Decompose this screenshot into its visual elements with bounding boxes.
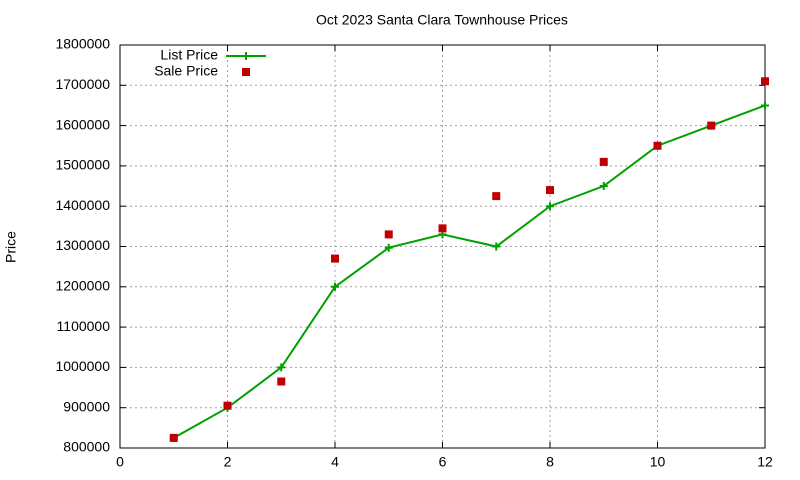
- point: [761, 77, 769, 86]
- chart-title: Oct 2023 Santa Clara Townhouse Prices: [316, 12, 568, 28]
- point: [546, 202, 554, 211]
- y-tick-label: 1400000: [55, 197, 110, 213]
- point: [707, 121, 716, 130]
- x-tick-label: 8: [546, 454, 554, 470]
- plot-border: [119, 44, 766, 449]
- x-tick-label: 10: [650, 454, 666, 470]
- y-tick-label: 1000000: [55, 358, 110, 374]
- point: [169, 433, 178, 442]
- legend-marker: [242, 52, 250, 60]
- y-axis-label: Price: [3, 231, 19, 263]
- point: [653, 141, 662, 150]
- y-tick-label: 800000: [63, 439, 110, 455]
- point: [277, 377, 286, 386]
- y-tick-label: 1200000: [55, 278, 110, 294]
- y-tick-label: 1300000: [55, 237, 110, 253]
- x-tick-label: 6: [439, 454, 447, 470]
- point: [492, 192, 501, 201]
- legend-label: Sale Price: [154, 63, 218, 79]
- y-tick-label: 1700000: [55, 76, 110, 92]
- point: [761, 101, 769, 110]
- legend-marker: [242, 68, 250, 76]
- y-tick-label: 1800000: [55, 36, 110, 52]
- point: [599, 157, 608, 166]
- point: [438, 224, 447, 233]
- point: [223, 401, 232, 410]
- y-tick-label: 1600000: [55, 116, 110, 132]
- y-tick-label: 1500000: [55, 157, 110, 173]
- point: [384, 230, 393, 239]
- point: [277, 363, 286, 372]
- point: [546, 186, 554, 195]
- point: [331, 254, 339, 263]
- x-tick-label: 4: [331, 454, 339, 470]
- y-tick-label: 1100000: [57, 318, 111, 334]
- series-line: [173, 104, 766, 439]
- point: [599, 182, 608, 191]
- point: [384, 243, 393, 252]
- x-tick-label: 2: [224, 454, 232, 470]
- y-tick-label: 900000: [63, 398, 110, 414]
- x-tick-label: 0: [116, 454, 124, 470]
- point: [492, 242, 501, 251]
- legend-label: List Price: [160, 47, 218, 63]
- point: [331, 282, 339, 291]
- x-tick-label: 12: [757, 454, 773, 470]
